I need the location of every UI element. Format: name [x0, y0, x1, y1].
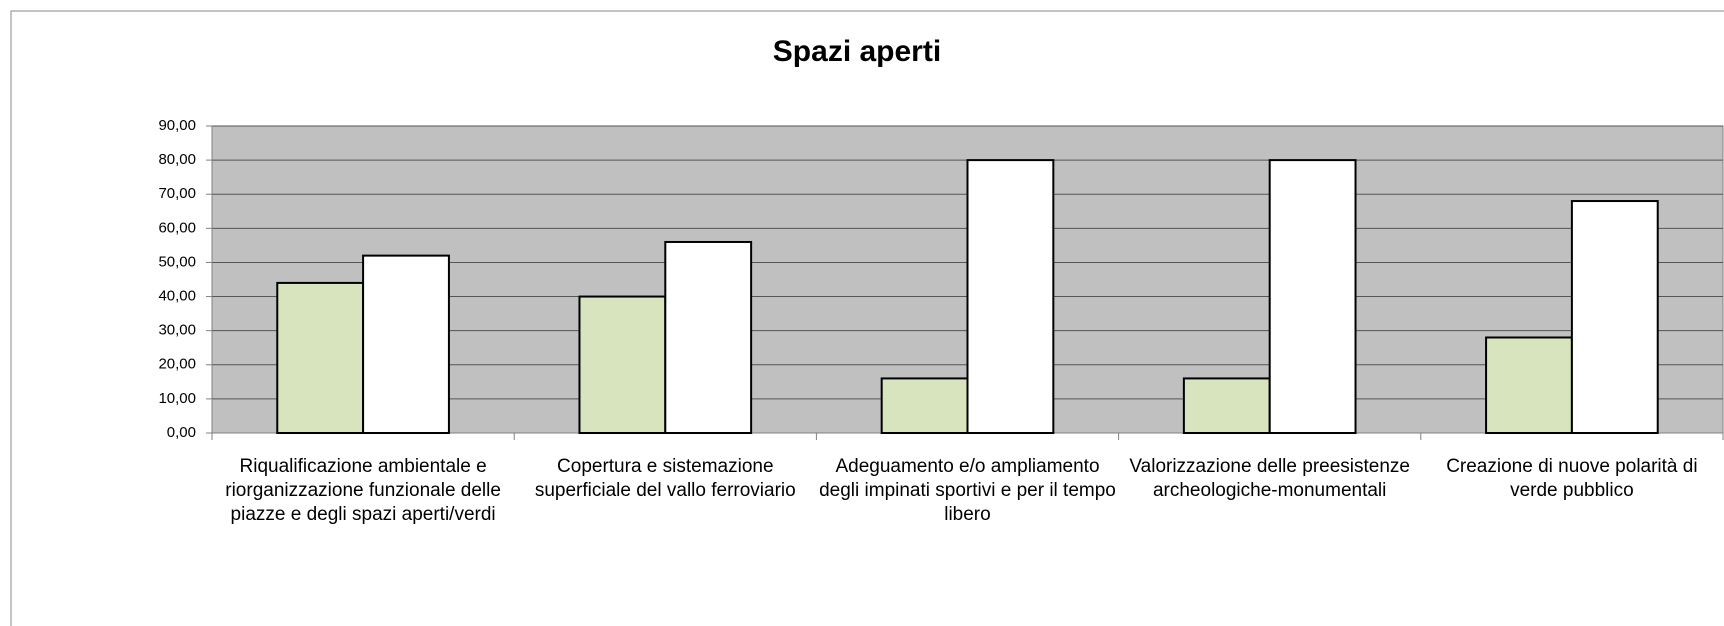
x-tick-label: Creazione di nuove polarità di verde pub… — [1446, 456, 1698, 501]
y-tick-label: 70,00 — [158, 185, 196, 202]
bar — [276, 281, 365, 434]
y-tick-label: 30,00 — [158, 322, 196, 339]
bar — [966, 159, 1055, 434]
bar — [1268, 159, 1357, 434]
x-tick-label: Riqualificazione ambientale e riorganizz… — [225, 456, 501, 525]
bar — [362, 254, 450, 434]
bar — [1570, 200, 1659, 434]
x-tick-label-box: Valorizzazione delle preesistenze archeo… — [1129, 456, 1410, 501]
chart-title: Spazi aperti — [773, 35, 941, 68]
y-tick-label: 40,00 — [158, 288, 196, 305]
bar — [1485, 336, 1573, 434]
x-tick-label-box: Riqualificazione ambientale e riorganizz… — [225, 456, 501, 525]
x-tick-label: Valorizzazione delle preesistenze archeo… — [1129, 456, 1410, 501]
y-tick-label: 20,00 — [158, 356, 196, 373]
y-tick-label: 60,00 — [158, 219, 196, 236]
x-tick-label-box: Creazione di nuove polarità di verde pub… — [1446, 456, 1698, 501]
bar — [664, 240, 753, 434]
y-tick-label: 10,00 — [158, 390, 196, 407]
x-tick-label: Copertura e sistemazione superficiale de… — [534, 456, 796, 501]
y-tick-label: 80,00 — [158, 151, 196, 168]
bar — [1182, 377, 1271, 434]
bar — [880, 377, 969, 434]
y-tick-label: 90,00 — [158, 117, 196, 134]
y-tick-label: 0,00 — [167, 424, 196, 441]
x-tick-label-box: Adeguamento e/o ampliamento degli impina… — [819, 456, 1116, 525]
y-tick-label: 50,00 — [158, 253, 196, 270]
x-tick-label: Adeguamento e/o ampliamento degli impina… — [819, 456, 1116, 525]
bar — [578, 295, 667, 434]
x-tick-label-box: Copertura e sistemazione superficiale de… — [534, 456, 796, 501]
